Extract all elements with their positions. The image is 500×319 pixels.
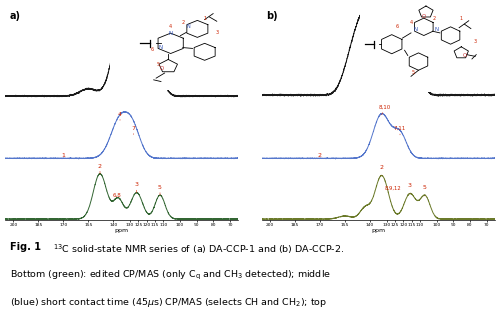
Text: 5: 5 (158, 185, 162, 195)
X-axis label: ppm: ppm (114, 228, 128, 234)
Text: 3: 3 (408, 183, 412, 194)
Text: Bottom (green): edited CP/MAS (only C$_\mathregular{q}$ and CH$_3$ detected); mi: Bottom (green): edited CP/MAS (only C$_\… (10, 269, 331, 282)
Text: 7: 7 (132, 126, 136, 135)
Text: 4: 4 (118, 112, 122, 120)
Text: $^{13}$C solid-state NMR series of (a) DA-CCP-1 and (b) DA-CCP-2.: $^{13}$C solid-state NMR series of (a) D… (46, 242, 344, 256)
Text: 6,8: 6,8 (112, 192, 121, 197)
Text: 1: 1 (62, 153, 66, 158)
Text: a): a) (10, 11, 20, 21)
Text: 8,9,12: 8,9,12 (385, 186, 402, 191)
Text: b): b) (266, 11, 278, 21)
Text: 8,10: 8,10 (379, 105, 391, 115)
Text: 7,11: 7,11 (394, 126, 406, 135)
Text: 3: 3 (134, 182, 138, 193)
Text: (blue) short contact time (45$\mu$s) CP/MAS (selects CH and CH$_2$); top: (blue) short contact time (45$\mu$s) CP/… (10, 296, 327, 309)
Text: 2: 2 (380, 165, 384, 175)
Text: 2: 2 (98, 164, 102, 174)
Text: 2: 2 (318, 153, 322, 158)
Text: Fig. 1: Fig. 1 (10, 242, 41, 252)
Text: 5: 5 (423, 185, 427, 196)
X-axis label: ppm: ppm (372, 228, 386, 234)
